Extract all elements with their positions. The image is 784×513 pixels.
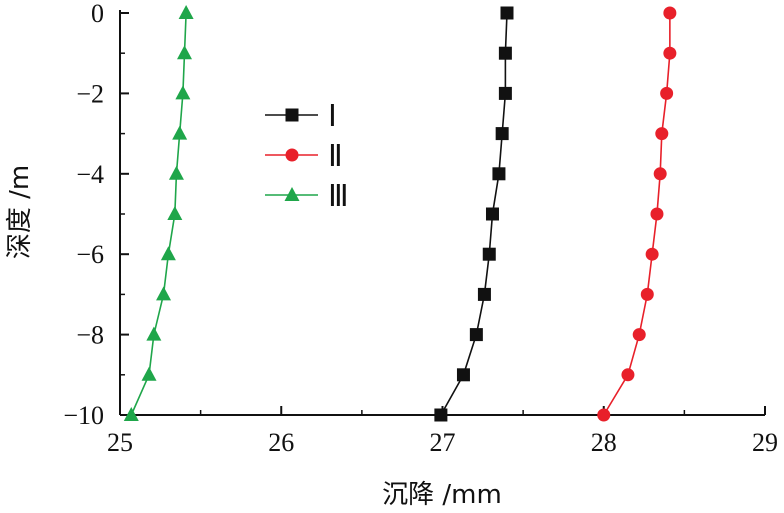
legend-label: Ⅱ	[328, 140, 343, 173]
data-point	[477, 287, 491, 301]
data-point	[495, 127, 509, 141]
data-point	[621, 368, 635, 382]
data-point	[178, 5, 194, 19]
data-point	[500, 6, 514, 20]
data-point	[160, 246, 176, 261]
data-point	[123, 407, 139, 421]
legend-item: Ⅲ	[265, 180, 349, 213]
data-point	[485, 207, 499, 221]
data-point	[177, 45, 192, 60]
data-point	[172, 125, 188, 140]
y-tick-label: −10	[63, 401, 104, 430]
series-3	[123, 5, 194, 421]
legend-marker	[285, 108, 299, 122]
data-point	[469, 328, 483, 342]
y-tick-label: −6	[76, 240, 104, 269]
data-point	[498, 46, 512, 60]
y-tick-label: 0	[91, 0, 104, 28]
data-point	[156, 286, 172, 301]
data-point	[663, 46, 677, 60]
legend: Ⅰ Ⅱ Ⅲ	[265, 100, 349, 213]
data-point	[498, 86, 512, 100]
legend-item: Ⅱ	[265, 140, 343, 173]
series-layer	[123, 5, 677, 422]
data-point	[482, 247, 496, 261]
y-tick-label: −4	[76, 160, 104, 189]
y-ticks: 0 −2 −4 −6 −8 −10	[63, 0, 129, 430]
x-tick-label: 29	[752, 428, 778, 457]
data-point	[660, 86, 674, 100]
legend-marker	[284, 187, 300, 201]
x-tick-label: 27	[430, 428, 456, 457]
legend-item: Ⅰ	[265, 100, 337, 133]
x-tick-label: 26	[268, 428, 294, 457]
data-point	[650, 207, 664, 221]
x-tick-label: 25	[107, 428, 133, 457]
x-axis-title: 沉降 /mm	[382, 480, 502, 510]
data-point	[167, 206, 183, 220]
data-point	[175, 85, 191, 100]
data-point	[597, 408, 611, 422]
y-axis-title: 深度 /m	[5, 165, 35, 259]
data-point	[655, 127, 669, 141]
series-2	[597, 6, 677, 422]
data-point	[434, 408, 448, 422]
data-point	[146, 326, 162, 341]
legend-label: Ⅰ	[328, 100, 337, 133]
data-point	[168, 165, 184, 180]
y-tick-label: −2	[76, 79, 104, 108]
y-tick-label: −8	[76, 321, 104, 350]
data-point	[456, 368, 470, 382]
data-point	[632, 328, 646, 342]
data-point	[645, 247, 659, 261]
data-point	[663, 6, 677, 20]
data-point	[141, 366, 157, 381]
data-point	[492, 167, 506, 181]
legend-marker	[285, 148, 299, 162]
legend-label: Ⅲ	[328, 180, 349, 213]
x-tick-label: 28	[591, 428, 617, 457]
x-ticks: 25 26 27 28 29	[107, 406, 778, 457]
data-point	[640, 287, 654, 301]
data-point	[653, 167, 667, 181]
series-1	[434, 6, 514, 422]
